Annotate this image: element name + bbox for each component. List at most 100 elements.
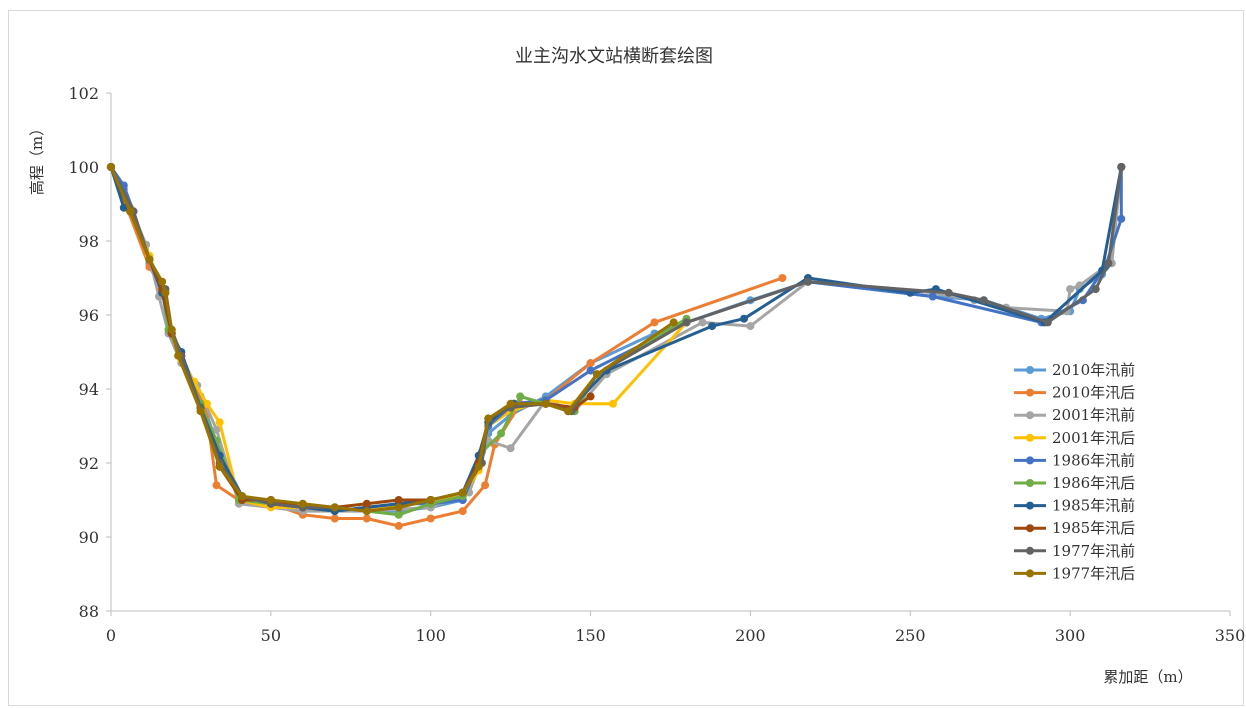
data-point [928, 292, 937, 301]
series-3 [107, 163, 691, 516]
data-point [586, 392, 595, 401]
data-point [426, 514, 435, 523]
data-point [126, 207, 135, 216]
series-line [109, 166, 1123, 513]
legend-swatch-marker [1026, 411, 1034, 420]
data-point [394, 503, 403, 512]
legend-swatch-marker [1026, 569, 1034, 578]
legend-swatch-marker [1026, 546, 1034, 555]
data-point [682, 318, 691, 327]
data-point [212, 425, 221, 434]
data-point [1117, 163, 1126, 171]
series-line [109, 166, 675, 513]
data-point [740, 314, 748, 323]
data-point [167, 325, 176, 334]
data-point [158, 277, 167, 286]
x-tick-label: 200 [735, 626, 766, 645]
y-tick-label: 96 [79, 306, 99, 325]
data-point [497, 429, 506, 438]
x-tick-label: 250 [895, 626, 926, 645]
data-point [215, 418, 224, 427]
x-tick-label: 0 [106, 626, 116, 645]
data-point [394, 521, 403, 530]
data-point [481, 481, 490, 490]
legend-label: 1985年汛前 [1052, 497, 1135, 515]
data-point [426, 496, 435, 504]
y-tick-label: 100 [68, 158, 99, 177]
data-point [484, 414, 493, 423]
data-point [119, 203, 128, 212]
legend-swatch-marker [1026, 366, 1034, 374]
data-point [746, 322, 755, 331]
data-point [161, 288, 170, 297]
series-0 [107, 163, 1126, 516]
series-5 [107, 163, 691, 519]
legend-swatch-marker [1026, 388, 1034, 397]
data-point [1066, 285, 1075, 294]
data-point [698, 318, 707, 327]
data-point [196, 407, 205, 416]
data-point [979, 296, 988, 305]
legend-label: 1977年汛前 [1052, 542, 1135, 560]
series-7 [107, 163, 595, 512]
data-point [804, 277, 812, 286]
series-line [109, 166, 592, 509]
series-line [109, 166, 688, 513]
data-point [362, 499, 371, 508]
legend-item: 1986年汛后 [1014, 474, 1135, 492]
series-line [109, 166, 1123, 513]
series-1 [107, 163, 787, 530]
legend-swatch-marker [1026, 433, 1034, 442]
series-line [109, 166, 1123, 513]
data-point [458, 488, 467, 497]
legend-item: 1986年汛前 [1014, 451, 1135, 469]
legend-item: 1985年汛后 [1014, 519, 1135, 537]
series-line [109, 166, 688, 517]
y-tick-label: 102 [68, 84, 99, 103]
legend-label: 1986年汛后 [1052, 474, 1135, 492]
data-point [609, 399, 617, 408]
series-line [109, 166, 1123, 513]
y-tick-label: 88 [79, 602, 99, 621]
data-point [944, 288, 953, 297]
data-point [669, 318, 678, 327]
x-tick-label: 150 [575, 626, 606, 645]
legend-label: 2010年汛后 [1052, 384, 1135, 402]
data-point [266, 496, 275, 504]
x-tick-label: 300 [1055, 626, 1086, 645]
legend-label: 2010年汛前 [1052, 361, 1135, 379]
data-point [1043, 318, 1052, 327]
x-axis-label: 累加距（m） [1103, 668, 1192, 686]
data-point [298, 499, 307, 508]
legend-label: 2001年汛后 [1052, 429, 1135, 447]
series-line [109, 166, 783, 528]
y-tick-label: 94 [79, 380, 99, 399]
legend: 2010年汛前 2010年汛后 2001年汛前 2001年汛后 1986年汛前 1986年… [1014, 361, 1135, 582]
data-point [238, 492, 247, 501]
data-point [202, 399, 211, 408]
chart-frame [8, 10, 1244, 706]
x-tick-label: 50 [261, 626, 281, 645]
data-point [174, 351, 183, 360]
data-point [145, 255, 154, 264]
legend-item: 2010年汛后 [1014, 384, 1135, 402]
data-point [541, 399, 550, 408]
legend-label: 2001年汛前 [1052, 406, 1135, 424]
data-point [1104, 259, 1113, 268]
data-point [586, 359, 595, 368]
legend-swatch-marker [1026, 524, 1034, 533]
data-point [330, 503, 339, 512]
data-point [107, 163, 115, 171]
legend-item: 2010年汛前 [1014, 361, 1135, 379]
legend-swatch-marker [1026, 479, 1034, 487]
data-point [586, 366, 595, 375]
legend-item: 2001年汛后 [1014, 429, 1135, 447]
data-point [474, 462, 483, 471]
data-point [215, 462, 224, 471]
legend-label: 1986年汛前 [1052, 451, 1135, 469]
legend-item: 1977年汛前 [1014, 542, 1135, 560]
data-point [394, 510, 403, 519]
series-2 [107, 163, 1126, 516]
data-point [394, 496, 403, 504]
